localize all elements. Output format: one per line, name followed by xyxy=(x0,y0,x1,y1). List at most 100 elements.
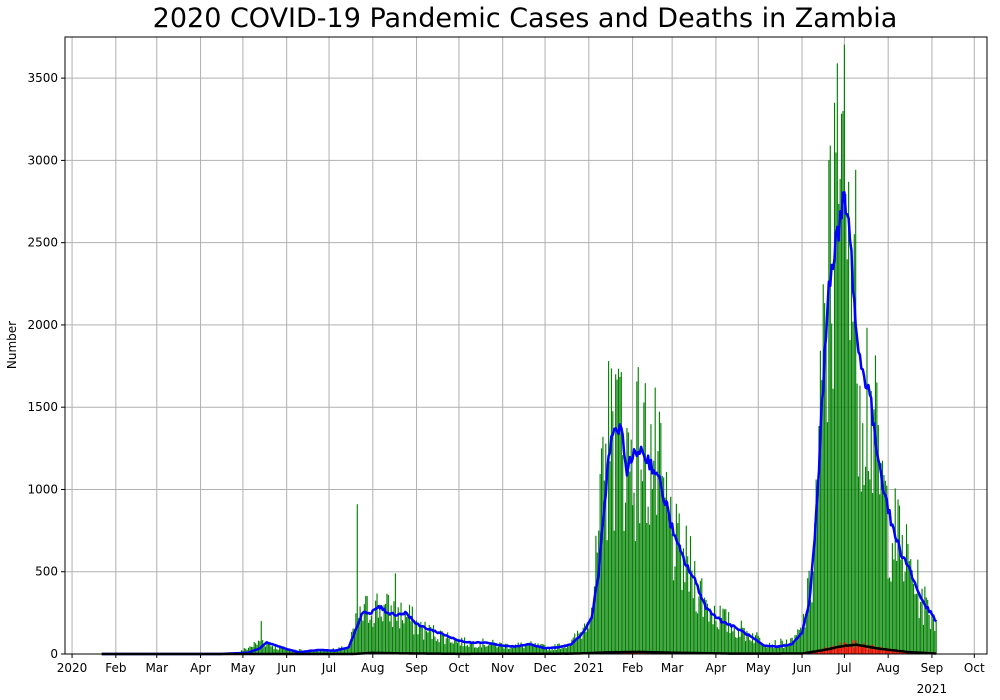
bar-0 xyxy=(479,643,481,654)
bar-0 xyxy=(489,644,491,654)
bar-0 xyxy=(696,613,699,654)
bar-0 xyxy=(715,620,717,654)
bar-0 xyxy=(889,577,891,654)
bar-0 xyxy=(706,603,708,654)
bar-1 xyxy=(843,642,845,654)
bar-0 xyxy=(346,648,348,654)
bar-0 xyxy=(763,645,765,654)
bar-0 xyxy=(874,355,877,654)
bar-0 xyxy=(658,411,660,654)
bar-0 xyxy=(503,648,505,654)
bar-0 xyxy=(609,461,611,654)
plot-frame xyxy=(64,36,988,655)
bar-0 xyxy=(839,178,841,654)
bar-1 xyxy=(863,642,865,654)
bar-0 xyxy=(418,624,420,654)
bar-0 xyxy=(430,626,432,654)
bar-0 xyxy=(879,494,881,654)
bar-0 xyxy=(368,622,370,654)
bar-0 xyxy=(702,616,704,654)
bar-0 xyxy=(771,644,773,654)
bar-0 xyxy=(517,642,519,654)
bar-1 xyxy=(870,645,872,654)
bar-0 xyxy=(617,368,620,654)
x-tick-label: Feb xyxy=(105,661,126,675)
bar-1 xyxy=(828,649,830,654)
bar-0 xyxy=(752,633,754,654)
bar-0 xyxy=(699,580,701,654)
bar-0 xyxy=(504,643,507,654)
bar-0 xyxy=(360,618,363,654)
bar-0 xyxy=(862,423,864,654)
bar-0 xyxy=(344,649,346,654)
bar-0 xyxy=(646,523,648,654)
bar-1 xyxy=(814,651,816,654)
bar-0 xyxy=(756,632,758,654)
bar-0 xyxy=(499,642,501,654)
bar-0 xyxy=(935,621,937,654)
bar-0 xyxy=(914,594,916,654)
bar-1 xyxy=(857,645,860,654)
bar-0 xyxy=(860,491,862,654)
bar-0 xyxy=(750,641,752,654)
lines-layer xyxy=(101,191,938,656)
bar-0 xyxy=(425,631,428,654)
bar-0 xyxy=(634,541,636,654)
bar-0 xyxy=(616,379,618,654)
bar-0 xyxy=(711,614,713,654)
bar-0 xyxy=(770,647,772,654)
bar-0 xyxy=(736,637,738,654)
bar-0 xyxy=(589,618,591,654)
bar-0 xyxy=(383,604,385,654)
bar-0 xyxy=(537,643,539,654)
bar-0 xyxy=(369,619,371,654)
bar-0 xyxy=(603,480,605,654)
bar-0 xyxy=(551,647,553,654)
bar-0 xyxy=(911,570,913,654)
bar-0 xyxy=(804,627,806,654)
bar-0 xyxy=(665,471,668,654)
bar-0 xyxy=(513,647,515,654)
bar-0 xyxy=(708,621,710,654)
bar-0 xyxy=(451,642,453,654)
x-tick-label: Jul xyxy=(836,661,851,675)
bar-0 xyxy=(739,636,741,654)
bar-0 xyxy=(510,647,512,654)
bar-0 xyxy=(310,651,312,654)
bar-0 xyxy=(593,586,596,654)
bar-0 xyxy=(506,643,508,654)
bar-0 xyxy=(845,193,847,654)
x-tick-label: Jun xyxy=(792,661,812,675)
bar-0 xyxy=(728,612,730,654)
bar-0 xyxy=(737,630,740,654)
bar-0 xyxy=(448,638,450,654)
bar-0 xyxy=(643,402,645,654)
bar-0 xyxy=(623,530,625,654)
x-tick-label: 2021 xyxy=(574,661,605,675)
bar-0 xyxy=(843,44,845,654)
bar-0 xyxy=(910,559,912,654)
bar-0 xyxy=(435,641,437,654)
bar-0 xyxy=(315,650,317,654)
bar-0 xyxy=(648,524,651,654)
bar-0 xyxy=(730,626,733,654)
bar-0 xyxy=(787,645,789,654)
bar-0 xyxy=(784,643,786,654)
bar-0 xyxy=(596,552,598,654)
bar-0 xyxy=(842,111,844,655)
bar-1 xyxy=(855,640,857,654)
bar-0 xyxy=(667,502,669,654)
bar-1 xyxy=(839,642,841,654)
bar-1 xyxy=(876,649,878,654)
bar-1 xyxy=(833,647,836,654)
bar-0 xyxy=(788,645,790,654)
bar-0 xyxy=(818,425,820,654)
bar-1 xyxy=(829,647,831,654)
bar-0 xyxy=(610,368,612,654)
bar-1 xyxy=(884,650,886,654)
bar-1 xyxy=(874,647,877,654)
bar-1 xyxy=(826,647,829,654)
x-tick-label: Apr xyxy=(706,661,727,675)
bar-0 xyxy=(582,627,584,654)
bar-0 xyxy=(287,649,289,654)
